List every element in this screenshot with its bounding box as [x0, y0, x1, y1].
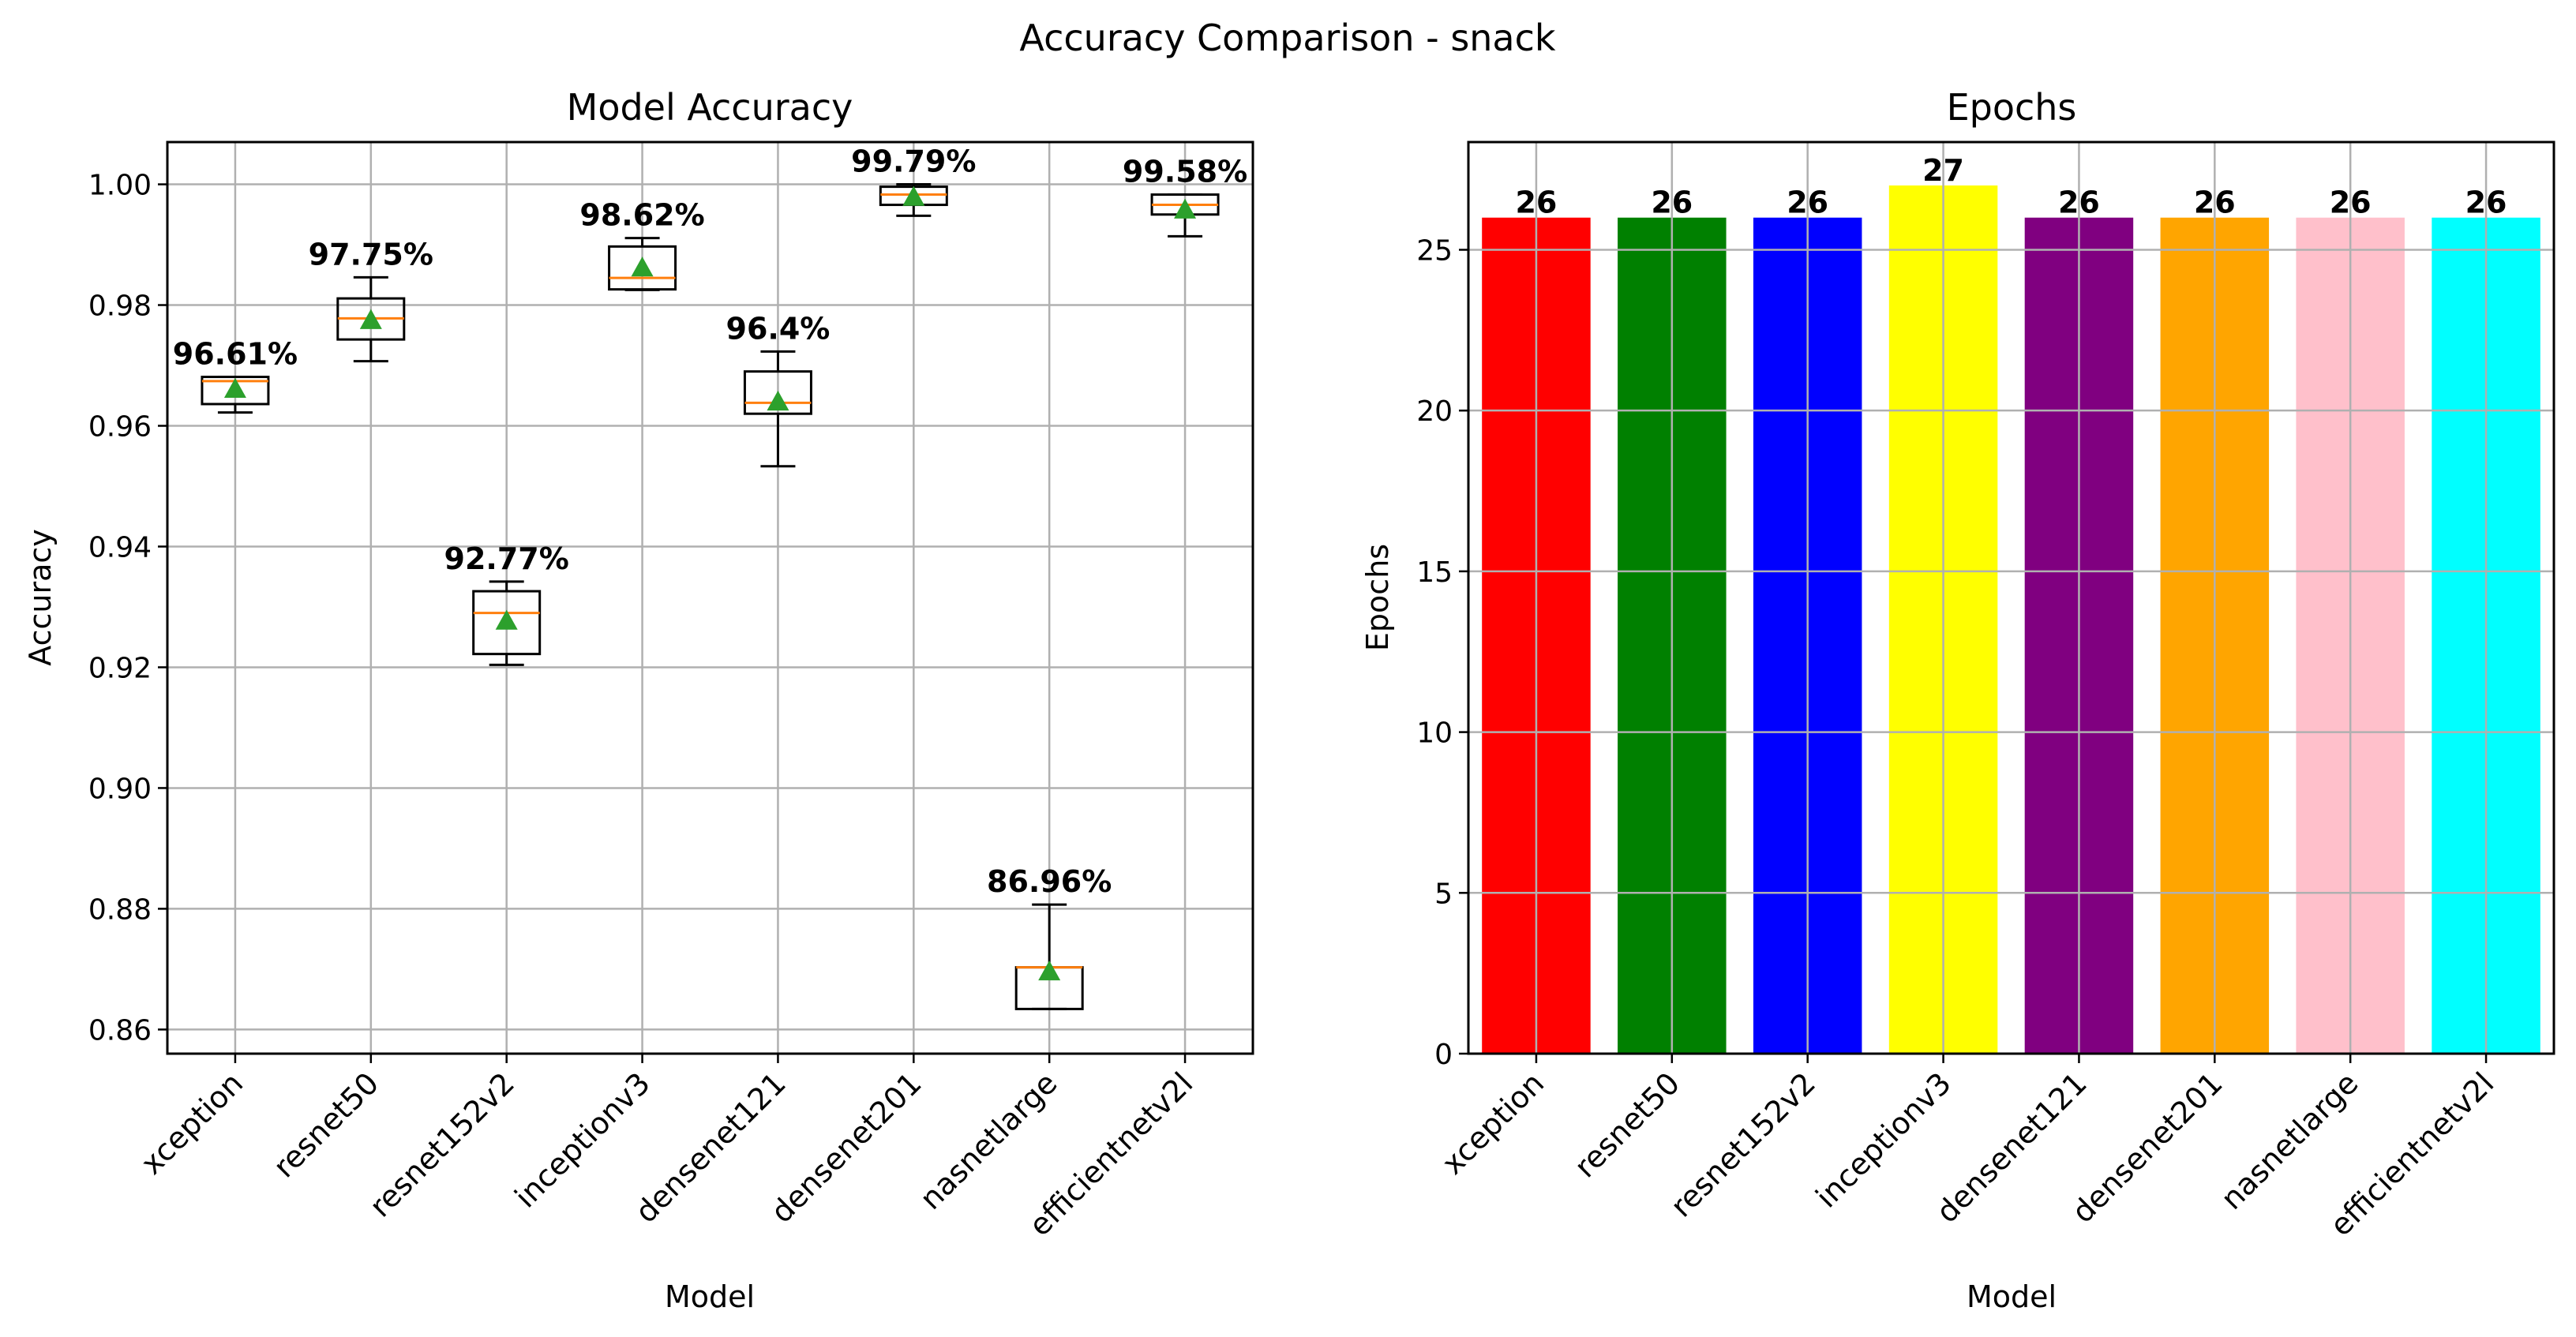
epochs-x-axis: xception resnet50resnet152v2inceptionv3de…: [1435, 1054, 2500, 1243]
data-label: 96.61%: [173, 337, 298, 372]
data-label: 99.79%: [851, 144, 976, 179]
x-tick-label: nasnetlarge: [2214, 1065, 2365, 1216]
box-iqr: [472, 590, 542, 656]
accuracy-chart: Model Accuracy 0.860.880.900.920.940.960…: [23, 86, 1254, 1314]
figure-suptitle: Accuracy Comparison - snack: [1019, 17, 1555, 59]
mean-marker: [1174, 198, 1197, 219]
data-label: 86.96%: [987, 864, 1112, 899]
y-tick-label: 0.90: [88, 773, 152, 805]
x-tick-label: resnet50: [1568, 1065, 1686, 1184]
mean-marker: [223, 377, 246, 399]
epochs-bars: [1482, 185, 2540, 1054]
accuracy-x-label: Model: [665, 1279, 755, 1314]
box-iqr: [201, 376, 270, 406]
y-tick-label: 0: [1434, 1039, 1453, 1071]
box-nasnetlarge: [1014, 903, 1084, 1010]
y-tick-label: 0.92: [88, 652, 152, 684]
x-tick-label: nasnetlarge: [913, 1065, 1064, 1216]
y-tick-label: 0.98: [88, 290, 152, 323]
accuracy-chart-title: Model Accuracy: [567, 86, 853, 129]
box-densenet201: [879, 183, 948, 217]
mean-marker: [359, 309, 382, 329]
data-label: 98.62%: [579, 198, 704, 233]
y-tick-label: 0.88: [88, 893, 152, 926]
epochs-y-axis: 0 5 10 15 20 25: [1416, 234, 1468, 1071]
epochs-plot-frame: [1467, 140, 2555, 1055]
accuracy-data-labels: 96.61% 97.75% 92.77% 98.62% 96.4% 99.79% 86.96…: [173, 144, 1247, 900]
y-tick-label: 1.00: [88, 170, 152, 202]
y-tick-label: 0.86: [88, 1014, 152, 1047]
data-label: 92.77%: [444, 541, 569, 576]
x-tick-label: inceptionv3: [508, 1065, 656, 1214]
data-label: 27: [1922, 153, 1964, 188]
epochs-y-label: Epochs: [1360, 544, 1395, 651]
epochs-chart: Epochs 0 5 10 15 20 25 xception resnet50resnet…: [1360, 86, 2555, 1314]
box-resnet152v2: [472, 580, 542, 666]
data-label: 26: [2465, 185, 2507, 220]
mean-marker: [495, 609, 518, 630]
box-iqr: [608, 245, 677, 291]
data-label: 26: [2330, 185, 2372, 220]
accuracy-plot-frame: [166, 140, 1254, 1055]
epochs-data-labels: 26 26 26 27 26 26 26 26: [1515, 153, 2507, 220]
x-tick-label: xception: [134, 1065, 249, 1181]
y-tick-label: 25: [1416, 234, 1453, 267]
accuracy-boxes: [201, 183, 1220, 1010]
y-tick-label: 15: [1416, 556, 1453, 589]
data-label: 97.75%: [309, 237, 433, 272]
accuracy-y-label: Accuracy: [23, 529, 58, 666]
x-tick-label: resnet152v2: [1664, 1065, 1822, 1223]
x-tick-label: resnet50: [267, 1065, 385, 1184]
y-tick-label: 0.94: [88, 531, 152, 564]
box-densenet121: [743, 350, 812, 468]
y-tick-label: 10: [1416, 717, 1453, 750]
data-label: 26: [2058, 185, 2100, 220]
data-label: 26: [2194, 185, 2236, 220]
box-resnet50: [336, 275, 406, 363]
data-label: 26: [1787, 185, 1828, 220]
data-label: 26: [1515, 185, 1557, 220]
box-iqr: [743, 370, 812, 415]
data-label: 96.4%: [726, 311, 831, 346]
data-label: 26: [1651, 185, 1693, 220]
x-tick-label: resnet152v2: [363, 1065, 521, 1223]
x-tick-label: inceptionv3: [1809, 1065, 1957, 1214]
accuracy-grid: [167, 142, 1253, 1054]
epochs-x-label: Model: [1967, 1279, 2057, 1314]
mean-marker: [767, 390, 789, 411]
y-tick-label: 20: [1416, 395, 1453, 428]
data-label: 99.58%: [1123, 155, 1247, 189]
accuracy-x-axis: xception resnet50resnet152v2inceptionv3de…: [134, 1054, 1199, 1243]
epochs-chart-title: Epochs: [1947, 86, 2077, 129]
mean-marker: [631, 257, 654, 277]
box-inceptionv3: [608, 237, 677, 291]
x-tick-label: xception: [1435, 1065, 1550, 1181]
box-efficientnetv2l: [1150, 193, 1220, 238]
accuracy-y-axis: 0.86 0.88 0.90 0.92 0.94 0.96 0.98 1.00: [88, 170, 167, 1047]
y-tick-label: 0.96: [88, 411, 152, 444]
box-xception: [201, 376, 270, 414]
mean-marker: [1038, 960, 1061, 981]
mean-marker: [902, 185, 925, 206]
y-tick-label: 5: [1434, 878, 1453, 910]
